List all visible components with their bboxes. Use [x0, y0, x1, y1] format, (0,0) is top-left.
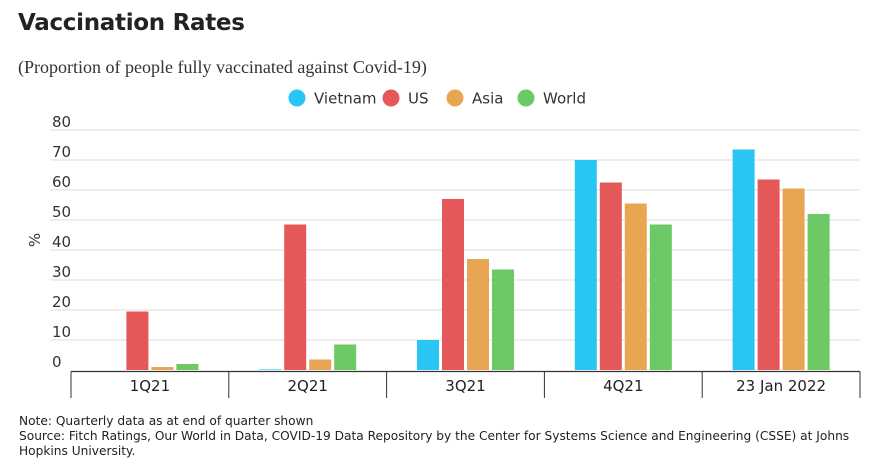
y-tick-label: 30 — [52, 263, 71, 281]
y-tick-label: 50 — [52, 203, 71, 221]
y-tick-label: 80 — [52, 113, 71, 131]
x-axis: 1Q21 2Q21 3Q21 4Q21 23 Jan 2022 — [70, 370, 861, 398]
chart-subtitle: (Proportion of people fully vaccinated a… — [18, 57, 427, 77]
note-text: Note: Quarterly data as at end of quarte… — [19, 414, 314, 428]
legend-label-world: World — [543, 90, 586, 108]
bar-world-3 — [649, 224, 672, 370]
bar-vietnam-4 — [732, 149, 755, 370]
chart-title: Vaccination Rates — [18, 10, 245, 36]
bar-us-0 — [126, 311, 149, 370]
legend-marker-asia — [446, 89, 464, 107]
bar-world-4 — [807, 214, 830, 370]
bar-vietnam-2 — [417, 340, 439, 370]
y-axis-ticks: 0 10 20 30 40 50 60 70 80 — [52, 113, 71, 371]
bar-asia-2 — [467, 259, 489, 370]
y-tick-label: 70 — [52, 143, 71, 161]
y-tick-label: 40 — [52, 233, 71, 251]
footnote: Note: Quarterly data as at end of quarte… — [19, 414, 869, 459]
y-tick-label: 60 — [52, 173, 71, 191]
x-tick-label: 2Q21 — [287, 377, 327, 395]
bar-us-2 — [442, 199, 464, 370]
legend-marker-us — [382, 89, 400, 107]
bar-asia-4 — [782, 188, 805, 370]
bar-us-3 — [599, 182, 622, 370]
bar-asia-0 — [151, 367, 174, 370]
bar-world-1 — [334, 344, 357, 370]
bars — [126, 149, 830, 370]
bar-world-2 — [492, 269, 514, 370]
bar-vietnam-1 — [259, 369, 282, 370]
legend-marker-vietnam — [288, 89, 306, 107]
x-tick-label: 4Q21 — [603, 377, 643, 395]
y-tick-label: 20 — [52, 293, 71, 311]
x-tick-label: 23 Jan 2022 — [736, 377, 826, 395]
bar-us-1 — [284, 224, 307, 370]
x-tick-label: 3Q21 — [445, 377, 485, 395]
source-text: Source: Fitch Ratings, Our World in Data… — [19, 429, 850, 458]
legend-label-vietnam: Vietnam — [314, 90, 377, 108]
bar-world-0 — [176, 364, 199, 370]
legend: Vietnam US Asia World — [288, 89, 586, 108]
x-tick-label: 1Q21 — [130, 377, 170, 395]
bar-asia-3 — [624, 203, 647, 370]
bar-us-4 — [757, 179, 780, 370]
y-axis-label: % — [26, 233, 44, 247]
legend-label-asia: Asia — [472, 90, 503, 108]
y-tick-label: 0 — [52, 353, 62, 371]
bar-asia-1 — [309, 359, 332, 370]
y-tick-label: 10 — [52, 323, 71, 341]
bar-vietnam-3 — [574, 160, 597, 370]
legend-label-us: US — [408, 90, 429, 108]
legend-marker-world — [517, 89, 535, 107]
